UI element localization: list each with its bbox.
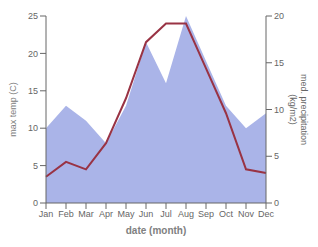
svg-text:max temp (C): max temp (C)	[8, 82, 18, 137]
svg-text:Nov: Nov	[238, 209, 255, 219]
svg-text:0: 0	[274, 198, 279, 208]
svg-text:Aug: Aug	[178, 209, 194, 219]
svg-text:Mar: Mar	[78, 209, 94, 219]
svg-text:5: 5	[33, 161, 38, 171]
svg-text:Feb: Feb	[58, 209, 74, 219]
svg-text:Dec: Dec	[258, 209, 275, 219]
svg-text:May: May	[117, 209, 135, 219]
svg-text:25: 25	[28, 11, 38, 21]
svg-text:Sep: Sep	[198, 209, 214, 219]
svg-text:20: 20	[28, 49, 38, 59]
svg-text:20: 20	[274, 11, 284, 21]
svg-text:Apr: Apr	[99, 209, 113, 219]
svg-text:15: 15	[274, 58, 284, 68]
svg-text:Oct: Oct	[219, 209, 234, 219]
svg-text:10: 10	[28, 123, 38, 133]
svg-text:0: 0	[33, 198, 38, 208]
svg-text:Jun: Jun	[139, 209, 154, 219]
svg-text:date (month): date (month)	[126, 225, 187, 236]
svg-text:med. precipitation(kg/m2): med. precipitation(kg/m2)	[288, 74, 309, 145]
svg-text:Jul: Jul	[160, 209, 172, 219]
svg-text:5: 5	[274, 151, 279, 161]
svg-text:Jan: Jan	[39, 209, 54, 219]
svg-text:15: 15	[28, 86, 38, 96]
svg-text:10: 10	[274, 105, 284, 115]
